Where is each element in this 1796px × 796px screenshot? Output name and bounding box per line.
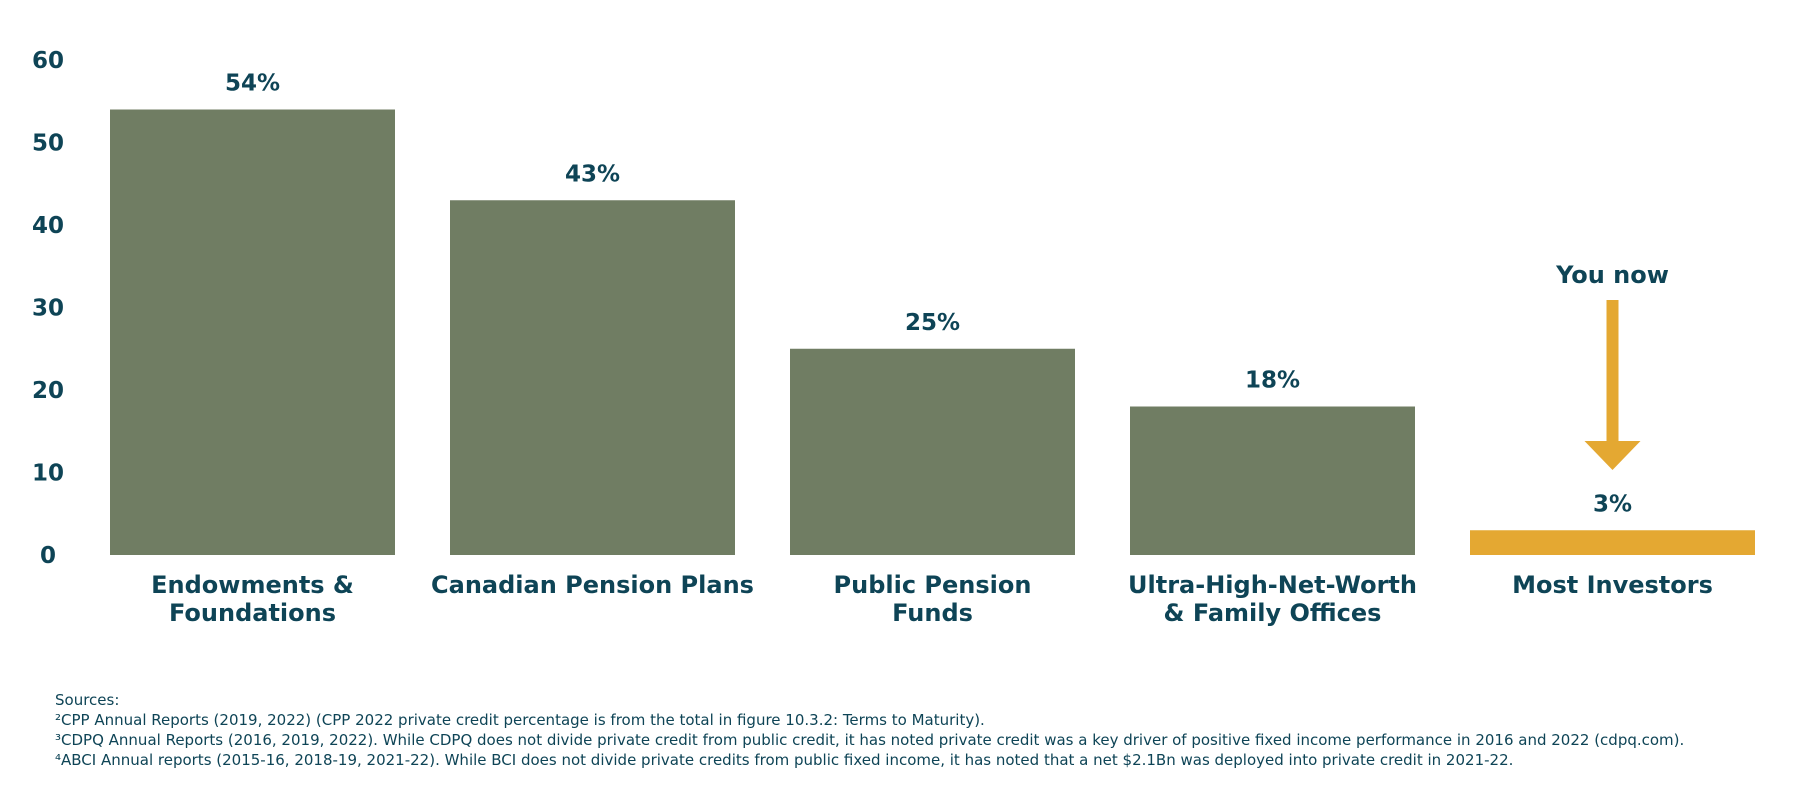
x-tick-label: Most Investors [1512,571,1713,599]
bar-4 [1130,406,1415,555]
y-tick-label: 60 [32,48,64,74]
y-tick-label: 40 [32,213,64,239]
x-tick-label: Public Pension Funds [834,571,1032,627]
bar-5 [1470,530,1755,555]
data-label: 18% [1245,368,1300,394]
x-tick-label: Endowments & Foundations [151,571,354,627]
data-label: 25% [905,310,960,336]
bars [110,109,1755,555]
data-labels: 54% 43% 25% 18% 3% [225,71,1632,518]
data-label: 43% [565,161,620,187]
y-tick-label: 50 [32,131,64,157]
y-axis: 0 10 20 30 40 50 60 [32,48,64,569]
y-tick-label: 30 [32,296,64,322]
y-tick-label: 0 [40,543,56,569]
data-label: 3% [1593,491,1632,517]
bar-2 [450,200,735,555]
source-note: ²CPP Annual Reports (2019, 2022) (CPP 20… [55,711,985,729]
bar-3 [790,348,1075,555]
y-tick-label: 10 [32,461,64,487]
sources-heading: Sources: [55,691,120,709]
data-label: 54% [225,71,280,97]
you-now-callout: You now [1555,261,1669,470]
you-now-label: You now [1555,261,1669,289]
source-note: ³CDPQ Annual Reports (2016, 2019, 2022).… [55,731,1685,749]
y-tick-label: 20 [32,378,64,404]
x-axis: Endowments & Foundations Canadian Pension … [151,571,1713,627]
x-tick-label: Ultra-High-Net-Worth & Family Offices [1128,571,1417,627]
x-tick-label: Canadian Pension Plans [431,571,754,599]
bar-chart: 0 10 20 30 40 50 60 54% 43% 25% 18% 3% Endowments … [32,48,1755,627]
sources-footnote: Sources: ²CPP Annual Reports (2019, 2022… [55,690,1785,770]
bar-1 [110,109,395,555]
source-note: ⁴ABCI Annual reports (2015-16, 2018-19, … [55,751,1514,769]
down-arrow-icon [1584,300,1641,470]
